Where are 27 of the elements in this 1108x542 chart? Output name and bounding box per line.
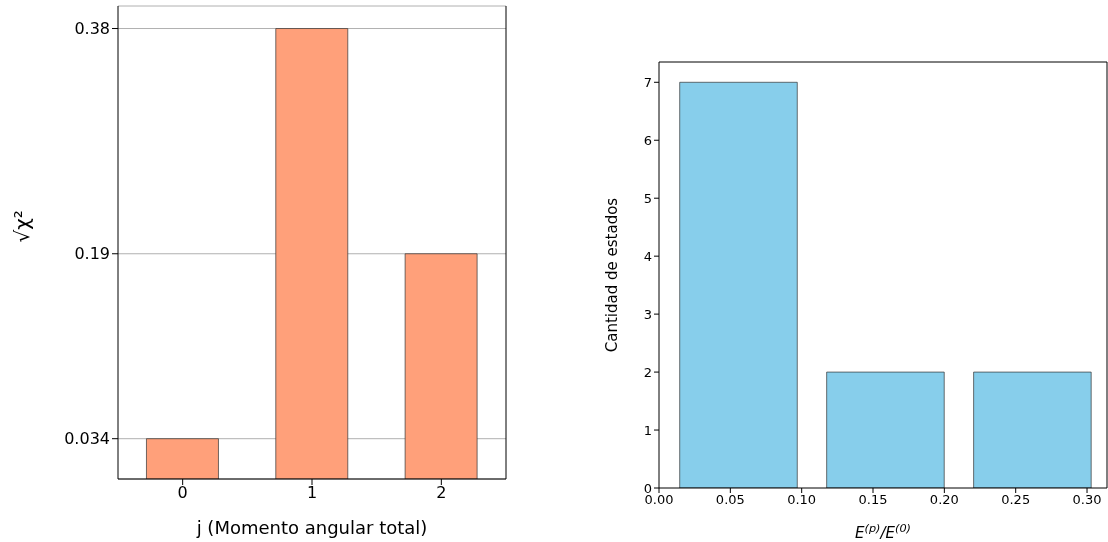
x-tick-label: 0 (177, 483, 188, 503)
x-tick-label: 0.00 (644, 492, 674, 508)
x-tick-label: 0.05 (715, 492, 745, 508)
x-tick-label: 0.30 (1072, 492, 1102, 508)
bar (146, 438, 219, 479)
x-axis-title: j (Momento angular total) (195, 517, 428, 538)
x-tick-label: 0.15 (858, 492, 888, 508)
y-tick-label: 6 (643, 132, 652, 148)
x-tick-label: 0.20 (929, 492, 959, 508)
x-tick-label: 0.10 (787, 492, 817, 508)
y-axis-title: √χ² (10, 210, 35, 243)
y-tick-label: 1 (643, 422, 652, 438)
y-tick-label: 0.38 (74, 19, 110, 39)
bar (275, 28, 349, 479)
y-tick-label: 7 (643, 74, 652, 90)
y-axis-title: Cantidad de estados (603, 197, 622, 353)
y-tick-label: 4 (643, 248, 652, 264)
bar (404, 253, 478, 479)
x-tick-label: 2 (436, 483, 447, 503)
y-tick-label: 0.19 (74, 244, 110, 264)
x-tick-label: 1 (306, 483, 318, 503)
y-tick-label: 0.034 (64, 429, 110, 449)
x-axis-title: E$^{(p)}$/E$^{(0)}$ (855, 521, 911, 542)
x-tick-label: 0.25 (1001, 492, 1031, 508)
y-tick-label: 3 (643, 306, 652, 322)
y-tick-label: 5 (643, 190, 652, 206)
y-tick-label: 2 (643, 364, 652, 380)
